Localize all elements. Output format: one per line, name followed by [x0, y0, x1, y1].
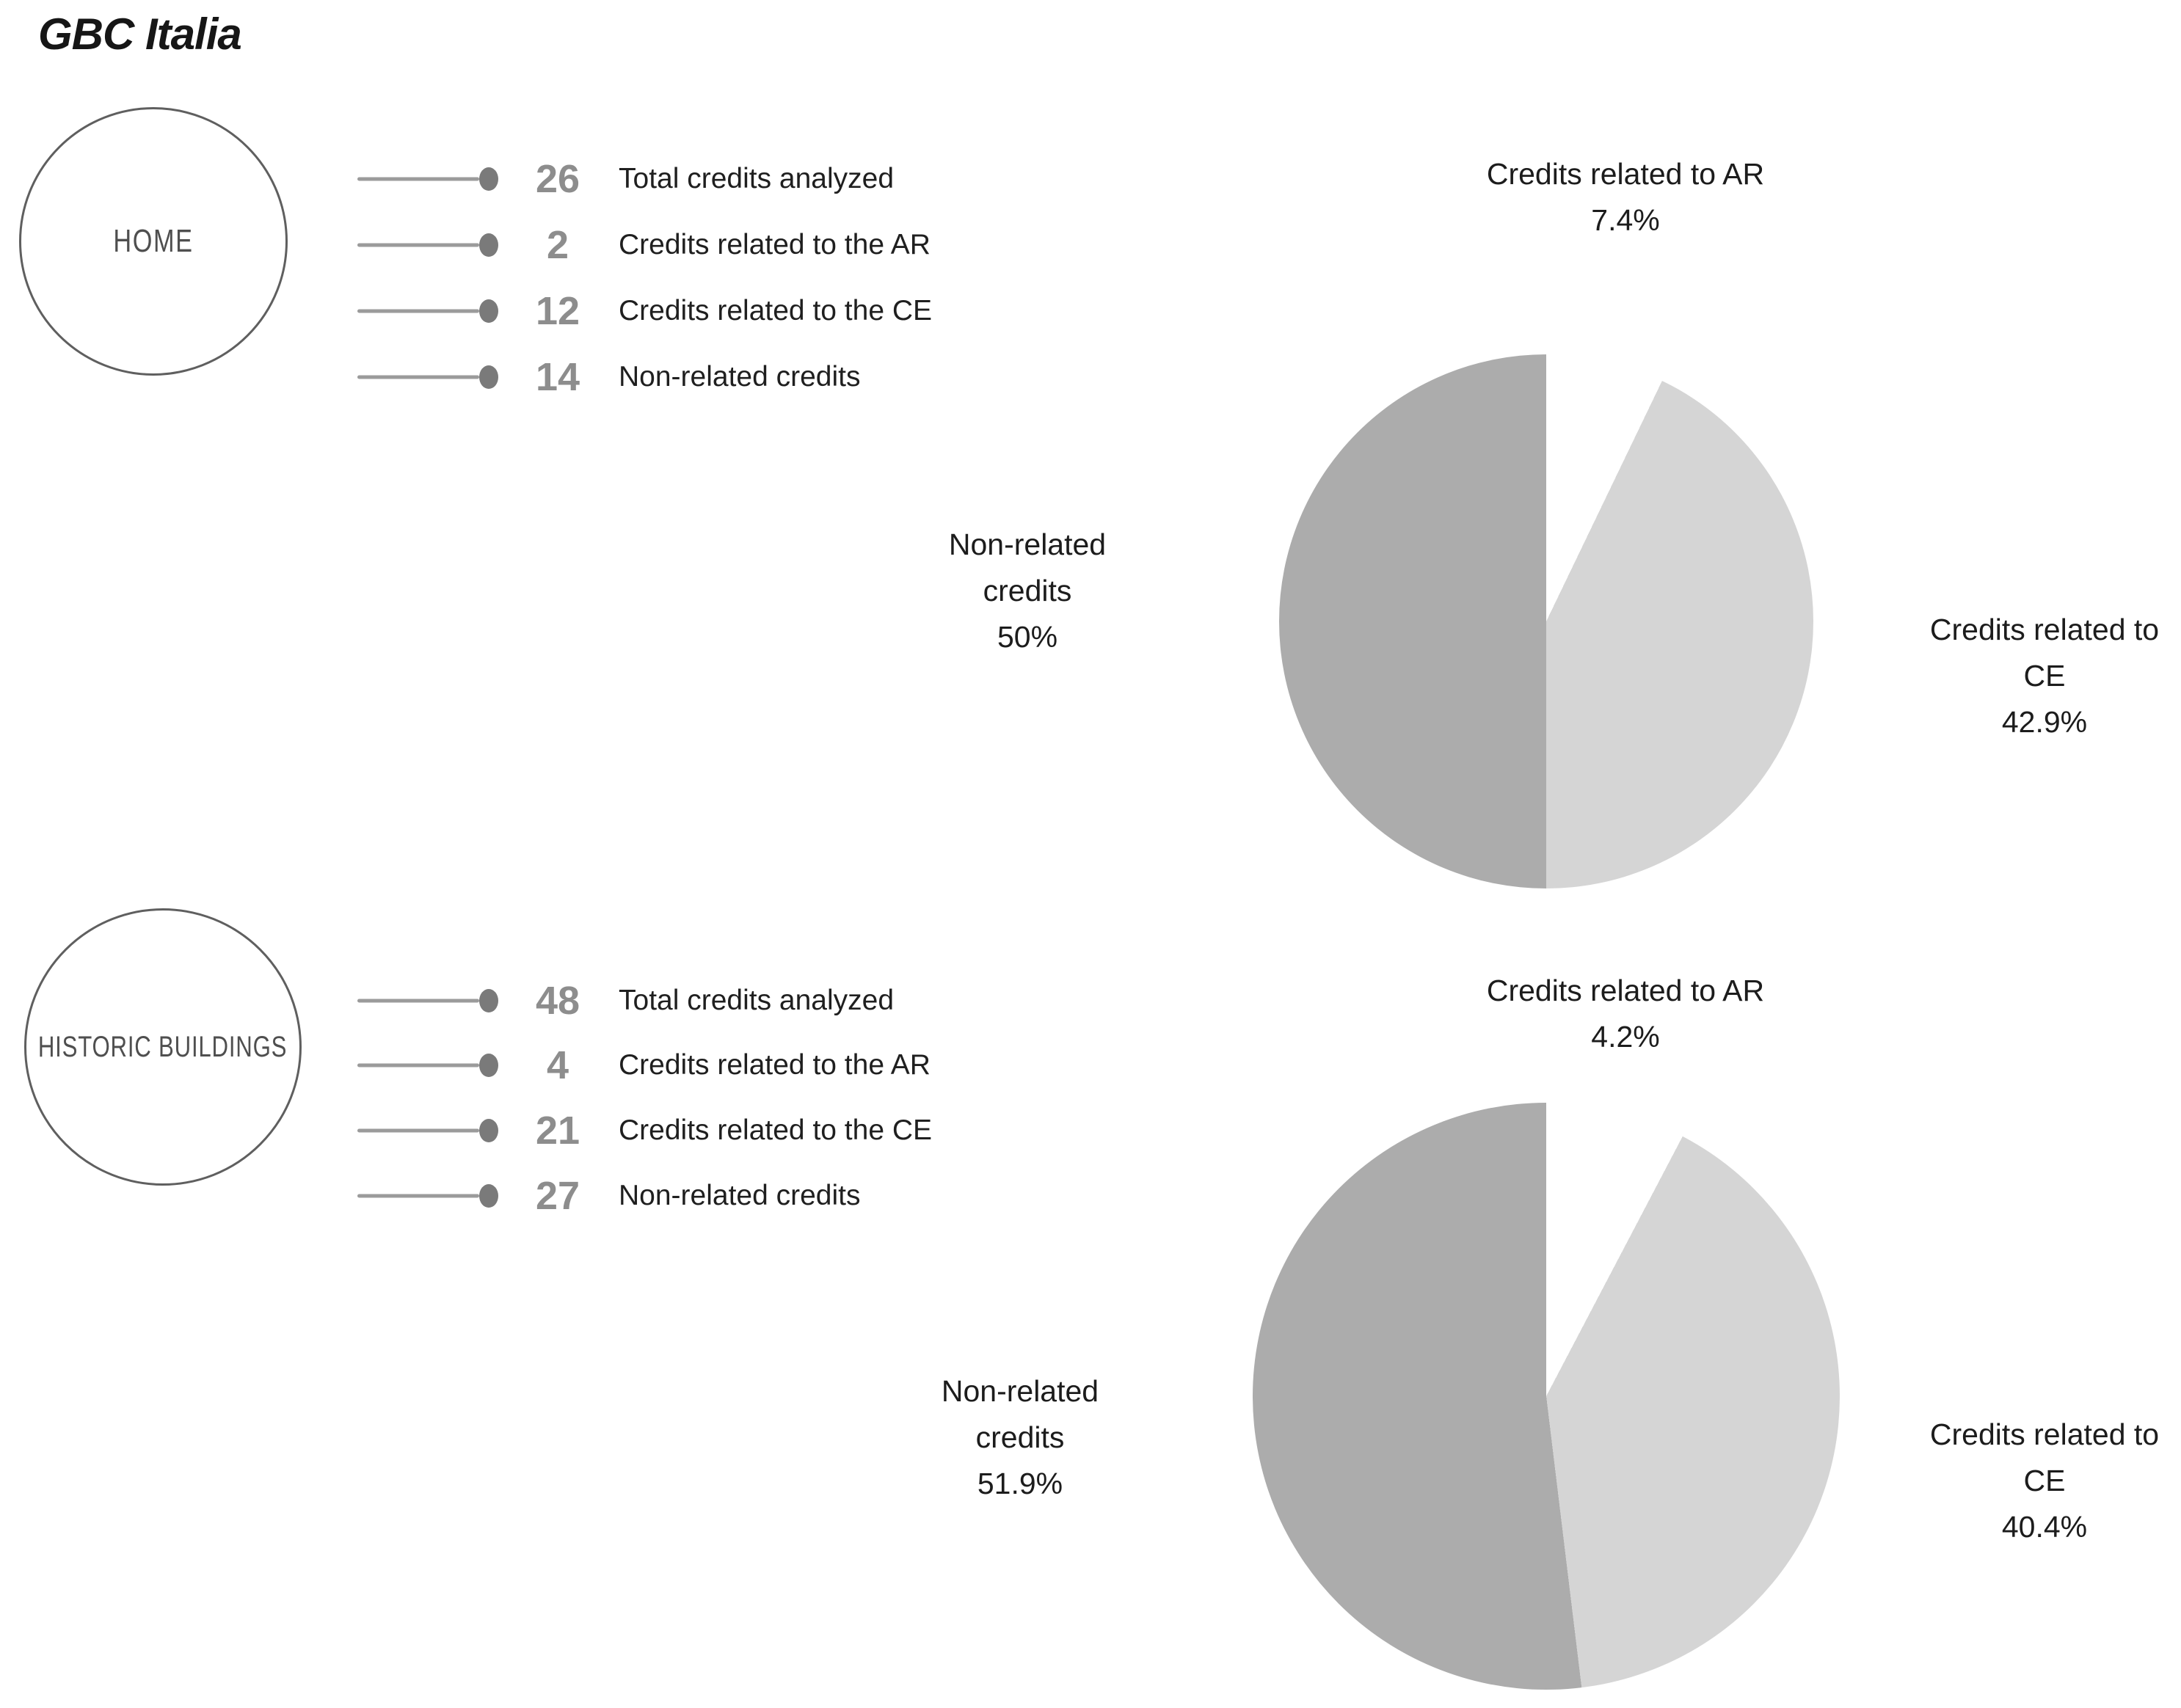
- pie-label-line: CE: [2023, 659, 2066, 693]
- stat-label: Total credits analyzed: [619, 985, 895, 1016]
- pie-label-line: 50%: [997, 620, 1058, 654]
- leader-dot-icon: [479, 365, 498, 389]
- leader-line: [357, 309, 479, 313]
- pie-label-line: Credits related to: [1929, 1417, 2160, 1451]
- leader-line: [357, 999, 479, 1003]
- stat-value: 12: [535, 289, 580, 333]
- stat-label: Non-related credits: [619, 361, 861, 393]
- home-pie-label-ce: Credits related to CE 42.9%: [1903, 607, 2181, 745]
- stat-label: Credits related to the AR: [619, 1049, 931, 1081]
- home-pie-chart: [1279, 354, 1813, 888]
- stat-value: 26: [535, 157, 580, 201]
- pie-label-line: 51.9%: [977, 1467, 1063, 1500]
- historic-buildings-circle-label: HISTORIC BUILDINGS: [38, 1030, 288, 1063]
- historic-buildings-pie-chart: [1253, 1103, 1840, 1690]
- home-circle-badge: HOME: [19, 107, 288, 376]
- pie-label-line: CE: [2023, 1464, 2066, 1497]
- pie-label-line: Credits related to AR: [1486, 974, 1765, 1007]
- leader-dot-icon: [479, 1184, 498, 1208]
- hb-pie-label-nonrelated: Non-related credits 51.9%: [859, 1368, 1181, 1507]
- leader-line: [357, 1128, 479, 1133]
- leader-dot-icon: [479, 1119, 498, 1142]
- leader-dot-icon: [479, 233, 498, 257]
- leader-line: [357, 243, 479, 247]
- stat-label: Credits related to the CE: [619, 1114, 933, 1146]
- pie-label-line: Credits related to AR: [1486, 157, 1765, 191]
- stat-value: 21: [535, 1109, 580, 1153]
- stat-value: 4: [546, 1043, 569, 1087]
- leader-dot-icon: [479, 989, 498, 1012]
- pie-label-line: Non-related: [941, 1374, 1099, 1408]
- stat-label: Total credits analyzed: [619, 163, 895, 194]
- stat-value: 48: [535, 979, 580, 1023]
- stat-label: Credits related to the CE: [619, 295, 933, 326]
- stat-label: Credits related to the AR: [619, 229, 931, 260]
- pie-label-line: Non-related: [948, 528, 1107, 561]
- leader-dot-icon: [479, 1054, 498, 1077]
- page-title: GBC Italia: [38, 10, 242, 59]
- historic-buildings-circle-badge: HISTORIC BUILDINGS: [24, 908, 302, 1186]
- pie-label-line: 7.4%: [1591, 203, 1660, 237]
- home-circle-label: HOME: [113, 223, 194, 259]
- home-pie-label-nonrelated: Non-related credits 50%: [866, 522, 1189, 660]
- stat-value: 2: [546, 223, 569, 267]
- leader-line: [357, 1063, 479, 1068]
- leader-line: [357, 1194, 479, 1198]
- leader-line: [357, 375, 479, 379]
- stat-label: Non-related credits: [619, 1180, 861, 1211]
- leader-line: [357, 177, 479, 181]
- home-pie-label-ar: Credits related to AR 7.4%: [1405, 151, 1846, 244]
- pie-label-line: credits: [975, 1420, 1065, 1454]
- pie-label-line: 42.9%: [2001, 705, 2088, 739]
- leader-dot-icon: [479, 167, 498, 191]
- pie-label-line: 40.4%: [2001, 1510, 2088, 1544]
- pie-label-line: Credits related to: [1929, 613, 2160, 646]
- stat-value: 27: [535, 1174, 580, 1218]
- stat-value: 14: [535, 355, 580, 399]
- hb-pie-label-ce: Credits related to CE 40.4%: [1903, 1412, 2181, 1550]
- pie-label-line: 4.2%: [1591, 1020, 1660, 1054]
- hb-pie-label-ar: Credits related to AR 4.2%: [1405, 968, 1846, 1060]
- pie-label-line: credits: [983, 574, 1072, 607]
- leader-dot-icon: [479, 299, 498, 323]
